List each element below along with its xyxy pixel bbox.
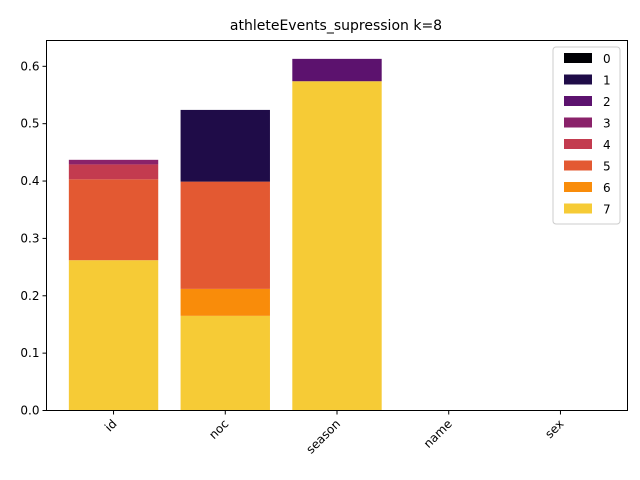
y-tick-label: 0.1 [20, 346, 39, 360]
bar-noc-series-7 [180, 315, 270, 411]
legend-swatch-1 [564, 74, 592, 85]
bar-noc-series-5 [180, 181, 270, 289]
x-tick-label-noc: noc [206, 417, 231, 442]
bar-season-series-7 [292, 81, 382, 411]
x-tick-label-season: season [303, 417, 343, 457]
y-tick-label: 0.3 [20, 231, 39, 245]
bar-id-series-7 [68, 260, 159, 411]
x-tick-label-sex: sex [542, 417, 566, 441]
legend-swatch-2 [564, 96, 592, 106]
legend-label-7: 7 [603, 203, 611, 217]
bar-noc-series-1 [180, 109, 270, 182]
legend-label-2: 2 [603, 95, 611, 109]
legend-swatch-3 [564, 117, 592, 128]
y-tick-label: 0.2 [20, 289, 39, 303]
legend-label-4: 4 [603, 138, 611, 152]
legend-swatch-7 [564, 203, 592, 214]
legend-box [552, 46, 621, 225]
legend-swatch-0 [564, 53, 592, 63]
x-tick-label-name: name [421, 417, 455, 451]
y-tick-label: 0.0 [20, 404, 39, 418]
legend-label-5: 5 [603, 160, 611, 174]
bar-id-series-5 [68, 179, 159, 261]
legend-label-0: 0 [603, 52, 611, 66]
legend-swatch-5 [564, 160, 592, 171]
legend-swatch-6 [564, 182, 592, 192]
x-tick-label-id: id [102, 417, 120, 435]
legend-label-6: 6 [603, 181, 611, 195]
legend-label-1: 1 [603, 74, 611, 88]
y-tick-label: 0.6 [20, 59, 39, 73]
bar-id-series-4 [68, 164, 159, 180]
chart-title: athleteEvents_supression k=8 [230, 18, 442, 34]
bar-noc-series-6 [180, 288, 270, 316]
bar-id-series-3 [68, 159, 159, 165]
legend-label-3: 3 [603, 117, 611, 131]
legend-swatch-4 [564, 139, 592, 149]
bar-season-series-2 [292, 58, 382, 82]
y-tick-label: 0.5 [20, 117, 39, 131]
y-tick-label: 0.4 [20, 174, 39, 188]
